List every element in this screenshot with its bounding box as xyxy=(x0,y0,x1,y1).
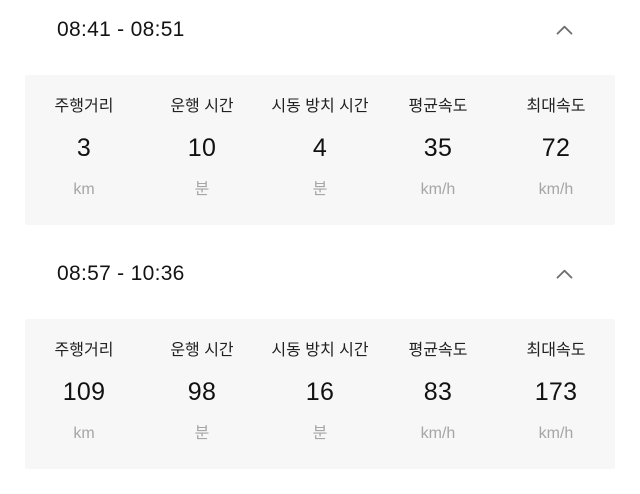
stat-unit: 분 xyxy=(312,425,328,442)
stat-column-distance: 주행거리 109 km xyxy=(25,342,143,469)
stat-label: 운행 시간 xyxy=(170,98,234,115)
stat-column-avg-speed: 평균속도 83 km/h xyxy=(379,342,497,469)
trip-section-1: 08:41 - 08:51 주행거리 3 km 운행 시간 10 분 시동 방치… xyxy=(0,0,640,225)
stat-value: 109 xyxy=(62,378,106,406)
trip-section-2: 08:57 - 10:36 주행거리 109 km 운행 시간 98 분 시동 … xyxy=(0,261,640,469)
chevron-up-icon[interactable] xyxy=(555,21,573,39)
stat-value: 10 xyxy=(187,134,217,162)
trip-header-1[interactable]: 08:41 - 08:51 xyxy=(0,17,640,43)
stat-value: 35 xyxy=(423,134,453,162)
stat-label: 평균속도 xyxy=(408,342,468,359)
stat-label: 시동 방치 시간 xyxy=(271,342,369,359)
stat-column-max-speed: 최대속도 173 km/h xyxy=(497,342,615,469)
stat-label: 운행 시간 xyxy=(170,342,234,359)
stat-value: 173 xyxy=(534,378,578,406)
stat-unit: 분 xyxy=(194,181,210,198)
stat-label: 최대속도 xyxy=(526,98,586,115)
stat-value: 72 xyxy=(541,134,571,162)
stat-column-max-speed: 최대속도 72 km/h xyxy=(497,98,615,225)
stat-column-idle-time: 시동 방치 시간 16 분 xyxy=(261,342,379,469)
stat-label: 주행거리 xyxy=(54,98,114,115)
trip-time-range: 08:41 - 08:51 xyxy=(57,18,185,41)
trip-stats-card: 주행거리 3 km 운행 시간 10 분 시동 방치 시간 4 분 평균속도 3… xyxy=(25,75,615,225)
stat-unit: km xyxy=(73,425,95,442)
stat-value: 98 xyxy=(187,378,217,406)
stat-unit: km/h xyxy=(420,425,456,442)
stat-unit: km/h xyxy=(420,181,456,198)
stat-value: 4 xyxy=(312,134,328,162)
stat-unit: km/h xyxy=(538,181,574,198)
stat-unit: km/h xyxy=(538,425,574,442)
stat-label: 주행거리 xyxy=(54,342,114,359)
stat-label: 최대속도 xyxy=(526,342,586,359)
stat-value: 16 xyxy=(305,378,335,406)
stat-unit: 분 xyxy=(312,181,328,198)
stat-column-idle-time: 시동 방치 시간 4 분 xyxy=(261,98,379,225)
stat-column-distance: 주행거리 3 km xyxy=(25,98,143,225)
trip-header-2[interactable]: 08:57 - 10:36 xyxy=(0,261,640,287)
stat-label: 평균속도 xyxy=(408,98,468,115)
stat-value: 83 xyxy=(423,378,453,406)
chevron-up-icon[interactable] xyxy=(555,265,573,283)
trip-time-range: 08:57 - 10:36 xyxy=(57,262,185,285)
stat-column-avg-speed: 평균속도 35 km/h xyxy=(379,98,497,225)
stat-value: 3 xyxy=(76,134,92,162)
stat-label: 시동 방치 시간 xyxy=(271,98,369,115)
stat-column-driving-time: 운행 시간 98 분 xyxy=(143,342,261,469)
stat-column-driving-time: 운행 시간 10 분 xyxy=(143,98,261,225)
trip-stats-card: 주행거리 109 km 운행 시간 98 분 시동 방치 시간 16 분 평균속… xyxy=(25,319,615,469)
stat-unit: km xyxy=(73,181,95,198)
stat-unit: 분 xyxy=(194,425,210,442)
